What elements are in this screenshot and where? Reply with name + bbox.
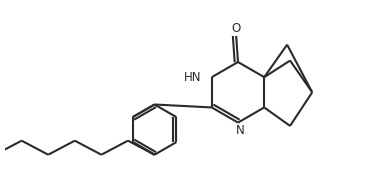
Text: HN: HN (184, 71, 201, 84)
Text: N: N (236, 124, 244, 137)
Text: O: O (231, 22, 241, 35)
